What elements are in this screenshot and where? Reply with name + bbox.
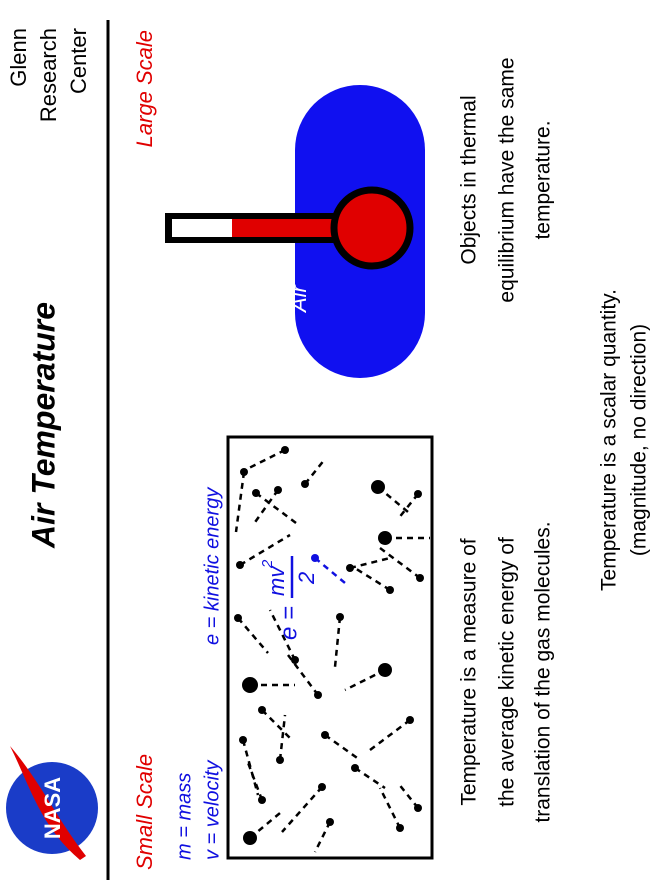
formula: e = mv 2 2 xyxy=(259,556,319,640)
molecule xyxy=(291,656,299,664)
air-label: Air xyxy=(286,283,311,314)
molecule xyxy=(346,564,354,572)
molecule-path xyxy=(245,759,264,801)
thermometer-bulb xyxy=(330,186,414,270)
molecule-path xyxy=(397,493,419,520)
molecule-path xyxy=(349,556,391,570)
molecule-path xyxy=(313,821,332,853)
molecule-path xyxy=(255,492,297,524)
molecule-path xyxy=(268,609,297,661)
molecule-path xyxy=(244,448,286,472)
molecule xyxy=(301,480,309,488)
molecule xyxy=(239,736,247,744)
molecule-path xyxy=(304,458,326,485)
molecule-path xyxy=(314,557,346,584)
formula-numerator: mv xyxy=(264,565,289,596)
title: Air Temperature xyxy=(25,302,61,549)
molecule xyxy=(396,824,404,832)
molecule xyxy=(243,831,257,845)
logo-swoosh xyxy=(10,746,86,860)
formula-denominator: 2 xyxy=(294,572,319,585)
molecule-path xyxy=(379,547,421,579)
molecule xyxy=(281,446,289,454)
molecule-path xyxy=(349,563,391,592)
molecule-path xyxy=(287,654,319,696)
large-scale-text: equilibrium have the same xyxy=(496,57,519,302)
gas-box xyxy=(226,435,434,860)
molecule-path xyxy=(261,709,293,741)
molecule-path xyxy=(234,471,246,533)
molecule-path xyxy=(397,782,419,809)
molecule-path xyxy=(237,617,269,654)
small-scale-text: translation of the gas molecules. xyxy=(532,521,555,822)
molecule xyxy=(274,486,282,494)
small-scale-text: the average kinetic energy of xyxy=(496,537,519,807)
molecule-path xyxy=(239,533,291,567)
molecules xyxy=(234,446,430,853)
molecule-path xyxy=(354,766,386,790)
footer-text: Temperature is a scalar quantity. xyxy=(598,289,621,591)
nasa-logo: NASA xyxy=(6,746,98,860)
formula-lhs: e = xyxy=(275,606,302,640)
molecule xyxy=(258,706,266,714)
molecule xyxy=(276,756,284,764)
molecule xyxy=(240,468,248,476)
definition: e = kinetic energy xyxy=(201,487,223,645)
molecule-path xyxy=(369,719,411,751)
thermometer xyxy=(165,186,414,270)
large-scale-text: Objects in thermal xyxy=(458,95,481,264)
slide-content: NASA Air Temperature Glenn Research Cent… xyxy=(6,20,651,880)
molecule-path xyxy=(344,668,386,692)
molecule xyxy=(318,783,326,791)
molecule xyxy=(416,574,424,582)
logo-text: NASA xyxy=(40,777,65,839)
molecule xyxy=(371,480,385,494)
footer-text: (magnitude, no direction) xyxy=(628,324,651,556)
molecule xyxy=(336,613,344,621)
organization: Glenn xyxy=(6,28,31,87)
large-scale-text: temperature. xyxy=(532,120,555,239)
formula-exponent: 2 xyxy=(259,559,276,569)
molecule xyxy=(378,531,392,545)
molecule xyxy=(252,489,260,497)
molecule-path xyxy=(378,787,402,829)
definition: m = mass xyxy=(173,773,195,860)
small-scale-text: Temperature is a measure of xyxy=(458,538,481,805)
molecule xyxy=(236,561,244,569)
molecule xyxy=(406,716,414,724)
organization: Center xyxy=(66,28,91,94)
molecule xyxy=(311,554,319,562)
molecule-path xyxy=(333,616,342,668)
molecule xyxy=(321,731,329,739)
molecule xyxy=(242,677,258,693)
molecule xyxy=(314,691,322,699)
molecule xyxy=(326,818,334,826)
molecule xyxy=(414,490,422,498)
thermometer-empty xyxy=(172,219,232,237)
molecule xyxy=(258,796,266,804)
molecule-path xyxy=(324,733,361,762)
molecule-path xyxy=(281,786,323,833)
small-scale-heading: Small Scale xyxy=(132,754,157,870)
organization: Research xyxy=(36,28,61,122)
molecule xyxy=(386,586,394,594)
large-scale-heading: Large Scale xyxy=(132,30,157,147)
definition: v = velocity xyxy=(201,760,223,860)
molecule xyxy=(378,663,392,677)
molecule xyxy=(351,764,359,772)
molecule xyxy=(234,614,242,622)
molecule-path xyxy=(278,714,287,761)
molecule xyxy=(414,804,422,812)
molecule-path xyxy=(251,489,280,526)
